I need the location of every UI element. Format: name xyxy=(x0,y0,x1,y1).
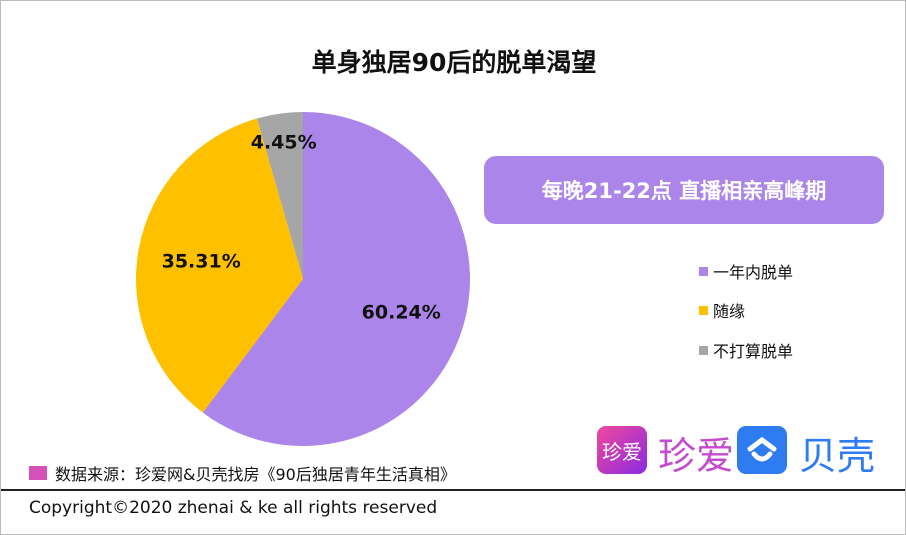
ke-logo-icon xyxy=(737,426,787,474)
legend-item: 随缘 xyxy=(699,298,745,322)
pie-slice xyxy=(135,118,303,413)
legend-label: 随缘 xyxy=(713,302,746,321)
source-swatch xyxy=(29,466,47,480)
data-source: 数据来源：珍爱网&贝壳找房《90后独居青年生活真相》 xyxy=(29,461,456,485)
copyright: Copyright©2020 zhenai & ke all rights re… xyxy=(29,498,438,518)
data-label: 4.45% xyxy=(251,132,317,154)
zhenai-logo-text: 珍爱 xyxy=(658,434,735,478)
data-label: 35.31% xyxy=(162,250,241,272)
ke-logo-text: 贝壳 xyxy=(799,434,876,478)
pie-slice xyxy=(202,112,470,446)
source-text: 数据来源：珍爱网&贝壳找房《90后独居青年生活真相》 xyxy=(55,465,456,484)
data-label: 60.24% xyxy=(362,302,441,324)
banner: 每晚21-22点 直播相亲高峰期 xyxy=(484,156,884,224)
chart-title: 单身独居90后的脱单渴望 xyxy=(311,48,597,77)
legend-item: 不打算脱单 xyxy=(699,338,793,362)
divider xyxy=(1,489,905,491)
legend-label: 一年内脱单 xyxy=(713,263,794,282)
pie-slice xyxy=(256,112,303,279)
legend-swatch xyxy=(699,266,708,276)
legend-item: 一年内脱单 xyxy=(699,259,793,283)
legend-swatch xyxy=(699,305,708,315)
zhenai-logo-icon: 珍爱 xyxy=(597,426,647,474)
legend-swatch xyxy=(699,345,708,355)
legend-label: 不打算脱单 xyxy=(713,342,794,361)
